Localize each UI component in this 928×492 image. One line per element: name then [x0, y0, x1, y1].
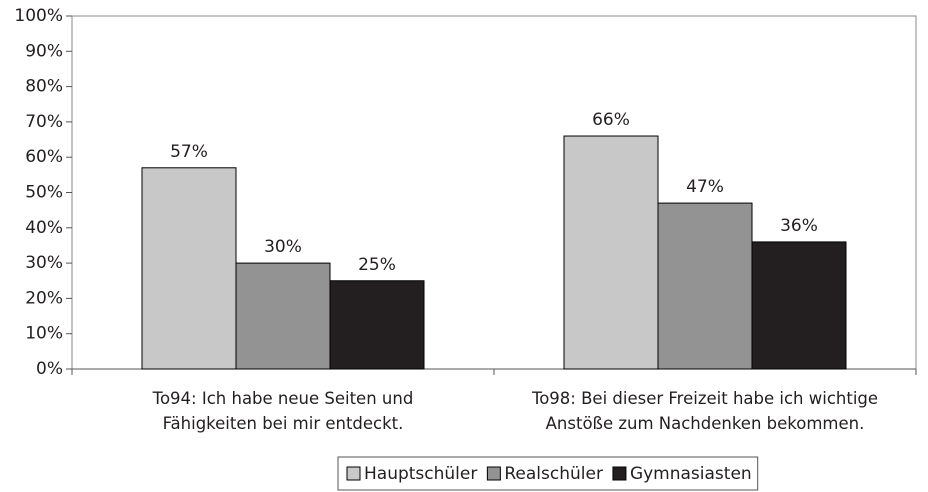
y-tick-label: 0% [36, 359, 63, 379]
y-tick-label: 10% [25, 324, 63, 344]
y-tick-label: 40% [25, 218, 63, 238]
bar [329, 280, 425, 370]
y-tick-label: 70% [25, 112, 63, 132]
bar [141, 167, 237, 370]
y-tick-label: 50% [25, 183, 63, 203]
x-tick-label: To98: Bei dieser Freizeit habe ich wicht… [531, 389, 879, 433]
bar [235, 262, 331, 370]
bar [563, 135, 659, 370]
legend-label: Gymnasiasten [630, 464, 752, 484]
legend-swatch [346, 466, 361, 481]
data-label: 57% [170, 142, 208, 162]
bar [751, 241, 847, 370]
legend-label: Hauptschüler [364, 464, 477, 484]
data-label: 47% [686, 177, 724, 197]
y-tick-label: 80% [25, 77, 63, 97]
data-label: 30% [264, 237, 302, 257]
legend-label: Realschüler [504, 464, 603, 484]
y-tick-label: 60% [25, 147, 63, 167]
y-tick-label: 20% [25, 288, 63, 308]
data-label: 66% [592, 110, 630, 130]
data-label: 36% [780, 216, 818, 236]
legend-swatch [486, 466, 501, 481]
bar [657, 202, 753, 370]
data-label: 25% [358, 255, 396, 275]
legend-box [337, 456, 759, 491]
legend-swatch [612, 466, 627, 481]
y-tick-label: 30% [25, 253, 63, 273]
y-tick-label: 90% [25, 41, 63, 61]
x-tick-label: To94: Ich habe neue Seiten und Fähigkeit… [152, 389, 414, 433]
y-tick-label: 100% [14, 6, 63, 26]
